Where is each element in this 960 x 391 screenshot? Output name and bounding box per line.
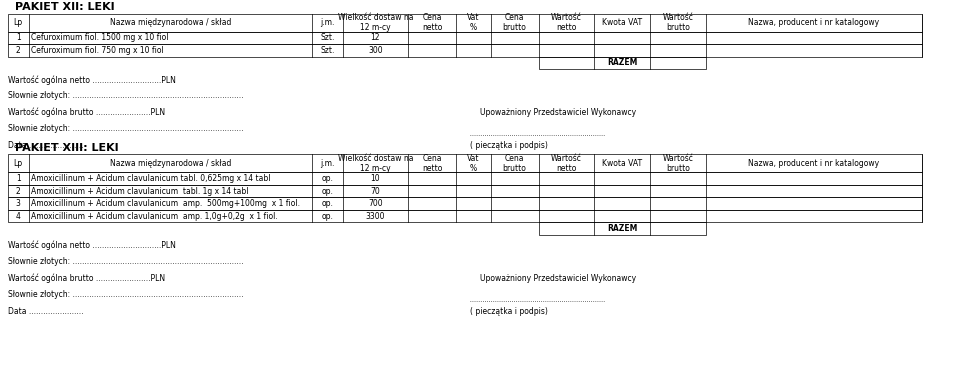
Text: op.: op. [322,199,333,208]
Text: op.: op. [322,187,333,196]
Text: ( pieczątka i podpis): ( pieczątka i podpis) [470,307,548,316]
Bar [539,57,706,69]
Text: 700: 700 [368,199,383,208]
Text: PAKIET XIII: LEKI: PAKIET XIII: LEKI [15,143,119,153]
Text: Kwota VAT: Kwota VAT [602,159,642,168]
Text: Wartość ogólna netto .............................PLN: Wartość ogólna netto ...................… [8,241,176,250]
Bar [8,172,922,185]
Bar [8,44,922,57]
Text: 3300: 3300 [366,212,385,221]
Text: Słownie złotych: ...............................................................: Słownie złotych: .......................… [8,91,243,100]
Text: Wartość ogólna brutto .......................PLN: Wartość ogólna brutto ..................… [8,274,165,283]
Text: 10: 10 [371,174,380,183]
Text: RAZEM: RAZEM [607,224,637,233]
Text: Vat
%: Vat % [467,13,480,32]
Bar [539,222,706,235]
Bar [8,185,922,197]
Text: 2: 2 [16,46,20,55]
Text: Słownie złotych: ...............................................................: Słownie złotych: .......................… [8,124,243,133]
Text: PAKIET XII: LEKI: PAKIET XII: LEKI [15,2,115,12]
Text: Wartość
netto: Wartość netto [551,154,582,173]
Text: Vat
%: Vat % [467,154,480,173]
Text: op.: op. [322,212,333,221]
Text: j.m.: j.m. [321,18,334,27]
Text: 1: 1 [16,33,20,43]
Text: Słownie złotych: ...............................................................: Słownie złotych: .......................… [8,257,243,266]
Text: Wartość ogólna netto .............................PLN: Wartość ogólna netto ...................… [8,75,176,84]
Text: Amoxicillinum + Acidum clavulanicum  amp. 1,0g+0,2g  x 1 fiol.: Amoxicillinum + Acidum clavulanicum amp.… [31,212,277,221]
Text: 1: 1 [16,174,20,183]
Text: ( pieczątka i podpis): ( pieczątka i podpis) [470,141,548,150]
Text: op.: op. [322,174,333,183]
Text: Amoxicillinum + Acidum clavulanicum  tabl. 1g x 14 tabl: Amoxicillinum + Acidum clavulanicum tabl… [31,187,249,196]
Text: Lp: Lp [13,159,23,168]
Bar [8,14,922,32]
Text: Lp: Lp [13,18,23,27]
Text: Nazwa, producent i nr katalogowy: Nazwa, producent i nr katalogowy [748,159,879,168]
Text: Amoxicillinum + Acidum clavulanicum tabl. 0,625mg x 14 tabl: Amoxicillinum + Acidum clavulanicum tabl… [31,174,270,183]
Text: Nazwa międzynarodowa / skład: Nazwa międzynarodowa / skład [109,159,231,168]
Text: Amoxicillinum + Acidum clavulanicum  amp.  500mg+100mg  x 1 fiol.: Amoxicillinum + Acidum clavulanicum amp.… [31,199,300,208]
Text: Data .......................: Data ....................... [8,307,84,316]
Bar [8,154,922,172]
Text: Data .......................: Data ....................... [8,141,84,150]
Text: 2: 2 [16,187,20,196]
Text: Wartość
brutto: Wartość brutto [662,154,693,173]
Text: 4: 4 [15,212,21,221]
Text: Szt.: Szt. [321,33,334,43]
Text: Kwota VAT: Kwota VAT [602,18,642,27]
Text: Cena
netto: Cena netto [421,154,443,173]
Text: Szt.: Szt. [321,46,334,55]
Text: Cena
brutto: Cena brutto [503,154,526,173]
Bar [8,197,922,210]
Text: 12: 12 [371,33,380,43]
Text: RAZEM: RAZEM [607,58,637,68]
Text: Wartość
netto: Wartość netto [551,13,582,32]
Text: Cefuroximum fiol. 750 mg x 10 fiol: Cefuroximum fiol. 750 mg x 10 fiol [31,46,163,55]
Text: Nazwa międzynarodowa / skład: Nazwa międzynarodowa / skład [109,18,231,27]
Text: Wielkość dostaw na
12 m-cy: Wielkość dostaw na 12 m-cy [338,13,413,32]
Text: Upoważniony Przedstawiciel Wykonawcy: Upoważniony Przedstawiciel Wykonawcy [480,274,636,283]
Bar [8,32,922,44]
Text: Cena
brutto: Cena brutto [503,13,526,32]
Text: Upoważniony Przedstawiciel Wykonawcy: Upoważniony Przedstawiciel Wykonawcy [480,108,636,117]
Text: 300: 300 [368,46,383,55]
Text: j.m.: j.m. [321,159,334,168]
Text: 70: 70 [371,187,380,196]
Text: Wartość
brutto: Wartość brutto [662,13,693,32]
Text: Cena
netto: Cena netto [421,13,443,32]
Text: Cefuroximum fiol. 1500 mg x 10 fiol: Cefuroximum fiol. 1500 mg x 10 fiol [31,33,168,43]
Text: Słownie złotych: ...............................................................: Słownie złotych: .......................… [8,290,243,299]
Text: 3: 3 [15,199,21,208]
Bar [8,210,922,222]
Text: Wielkość dostaw na
12 m-cy: Wielkość dostaw na 12 m-cy [338,154,413,173]
Text: Wartość ogólna brutto .......................PLN: Wartość ogólna brutto ..................… [8,108,165,117]
Text: Nazwa, producent i nr katalogowy: Nazwa, producent i nr katalogowy [748,18,879,27]
